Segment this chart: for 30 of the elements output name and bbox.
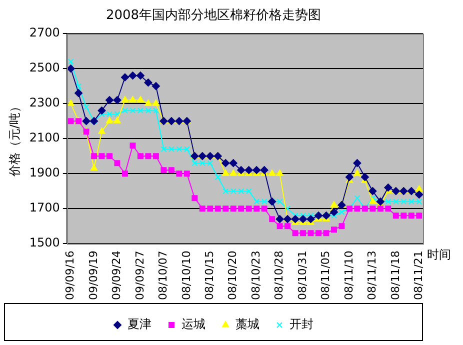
x-tick-label: 08/11/10 <box>342 250 356 300</box>
y-tick-label: 1700 <box>29 200 60 215</box>
x-tick-label: 09/09/19 <box>86 250 100 300</box>
y-tick-label: 2300 <box>29 96 60 110</box>
x-tick-label: 08/10/10 <box>180 250 193 300</box>
y-tick-label: 1900 <box>29 166 60 180</box>
legend-label: 夏津 <box>128 317 152 332</box>
x-tick-label: 09/09/16 <box>64 250 77 300</box>
x-tick-label: 08/10/15 <box>202 250 216 300</box>
x-tick-label: 08/11/13 <box>366 250 379 300</box>
x-tick-label: 09/09/27 <box>133 250 146 300</box>
legend-label: 藁城 <box>236 317 260 332</box>
y-tick-label: 2700 <box>29 26 60 40</box>
legend-label: 开封 <box>290 317 314 332</box>
y-tick-label: 1500 <box>29 236 60 250</box>
x-tick-label: 08/10/28 <box>272 250 286 300</box>
legend-label: 运城 <box>182 317 206 332</box>
x-axis-title: 时间 <box>427 248 451 262</box>
x-tick-label: 08/10/20 <box>226 250 240 300</box>
chart-title: 2008年国内部分地区棉籽价格走势图 <box>106 8 322 24</box>
x-tick-label: 08/11/21 <box>412 250 425 300</box>
x-tick-label: 08/10/07 <box>156 250 170 300</box>
x-tick-label: 09/09/24 <box>110 250 124 300</box>
y-axis-title: 价格（元/吨） <box>7 100 22 178</box>
x-tick-label: 08/10/23 <box>249 250 262 300</box>
y-tick-label: 2500 <box>29 60 60 75</box>
x-tick-label: 08/11/05 <box>319 250 332 300</box>
x-tick-label: 08/10/31 <box>296 250 309 300</box>
y-tick-label: 2100 <box>29 130 60 145</box>
x-tick-label: 08/11/18 <box>388 250 402 300</box>
